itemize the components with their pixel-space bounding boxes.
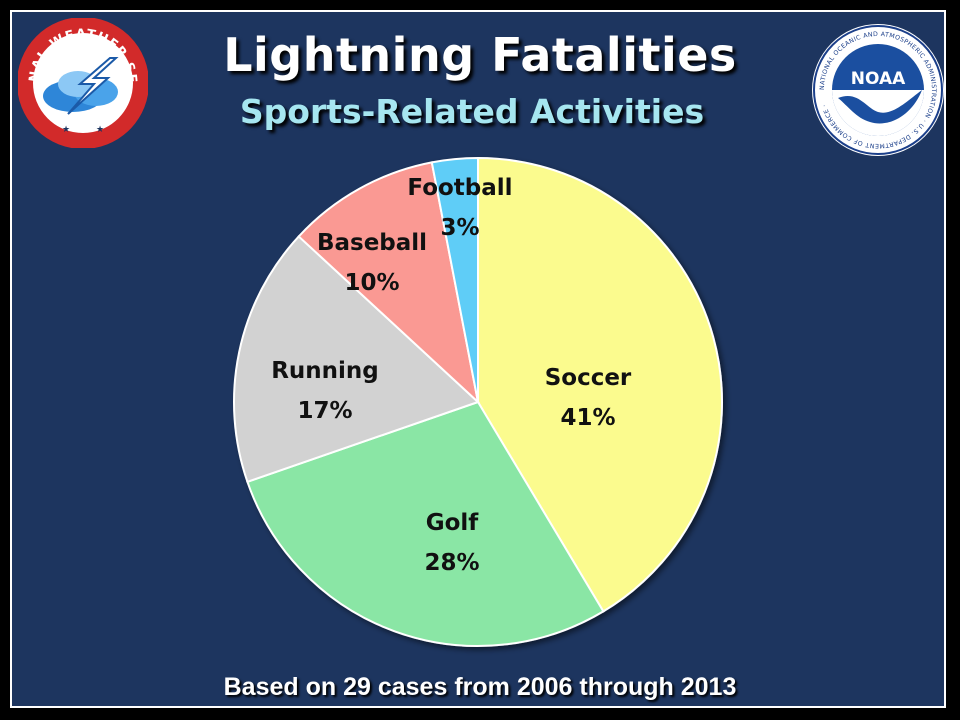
slice-label-soccer: Soccer	[545, 365, 632, 391]
chart-footnote: Based on 29 cases from 2006 through 2013	[223, 673, 737, 701]
nws-logo: NATIONAL WEATHER SERVICE ★ ★	[18, 18, 148, 148]
slice-label-golf: Golf	[426, 510, 480, 536]
pie-slice-running	[233, 235, 480, 484]
chart-subtitle: Sports-Related Activities	[239, 92, 705, 131]
slice-value-soccer: 41%	[560, 405, 615, 431]
slice-label-running: Running	[271, 358, 379, 384]
noaa-logo-text: NOAA	[851, 69, 906, 89]
slice-value-baseball: 10%	[344, 270, 399, 296]
pie-slice-soccer	[477, 156, 723, 613]
pie-slice-golf	[246, 400, 605, 647]
noaa-logo: NATIONAL OCEANIC AND ATMOSPHERIC ADMINIS…	[812, 24, 944, 156]
svg-text:★: ★	[96, 124, 104, 134]
slice-label-football: Football	[407, 175, 512, 201]
pie-slice-football	[430, 156, 479, 403]
slice-label-baseball: Baseball	[317, 230, 427, 256]
slice-value-football: 3%	[440, 215, 479, 241]
svg-text:★: ★	[62, 124, 70, 134]
pie-slice-baseball	[297, 161, 480, 405]
slice-value-golf: 28%	[424, 550, 479, 576]
chart-title: Lightning Fatalities	[223, 28, 737, 82]
slice-value-running: 17%	[297, 398, 352, 424]
